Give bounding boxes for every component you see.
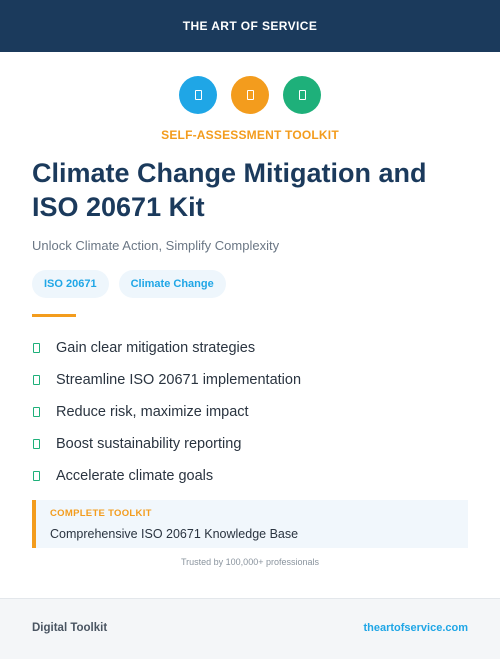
check-icon	[33, 407, 40, 417]
toolkit-label: COMPLETE TOOLKIT	[50, 508, 152, 519]
page-title: Climate Change Mitigation and ISO 20671 …	[32, 158, 427, 222]
icon-row	[0, 76, 500, 114]
list-item: Boost sustainability reporting	[32, 428, 301, 460]
list-item: Accelerate climate goals	[32, 460, 301, 492]
toolkit-value: Comprehensive ISO 20671 Knowledge Base	[50, 527, 299, 541]
feature-list: Gain clear mitigation strategies Streaml…	[32, 332, 301, 492]
check-icon	[283, 76, 321, 114]
footer: Digital Toolkit theartofservice.com	[0, 598, 500, 659]
shield-icon	[179, 76, 217, 114]
footer-link[interactable]: theartofservice.com	[363, 622, 468, 634]
check-icon	[33, 471, 40, 481]
page-subtitle: Unlock Climate Action, Simplify Complexi…	[32, 238, 280, 253]
feature-text: Boost sustainability reporting	[56, 436, 242, 452]
feature-text: Accelerate climate goals	[56, 468, 214, 484]
kicker-label: SELF-ASSESSMENT TOOLKIT	[161, 128, 339, 142]
tag-iso[interactable]: ISO 20671	[32, 270, 109, 298]
brand-name: THE ART OF SERVICE	[182, 19, 318, 33]
list-item: Reduce risk, maximize impact	[32, 396, 301, 428]
divider	[32, 314, 76, 317]
list-item: Gain clear mitigation strategies	[32, 332, 301, 364]
toolkit-callout: COMPLETE TOOLKIT Comprehensive ISO 20671…	[32, 500, 468, 548]
check-icon	[33, 343, 40, 353]
feature-text: Reduce risk, maximize impact	[56, 404, 249, 420]
top-banner: THE ART OF SERVICE	[0, 0, 500, 52]
tag-climate[interactable]: Climate Change	[118, 270, 226, 298]
chart-icon	[231, 76, 269, 114]
feature-text: Streamline ISO 20671 implementation	[56, 372, 302, 388]
tag-list: ISO 20671 Climate Change	[32, 270, 226, 298]
trusted-note: Trusted by 100,000+ professionals	[180, 557, 319, 567]
list-item: Streamline ISO 20671 implementation	[32, 364, 301, 396]
footer-label: Digital Toolkit	[32, 622, 108, 634]
check-icon	[33, 375, 40, 385]
check-icon	[33, 439, 40, 449]
feature-text: Gain clear mitigation strategies	[56, 340, 256, 356]
